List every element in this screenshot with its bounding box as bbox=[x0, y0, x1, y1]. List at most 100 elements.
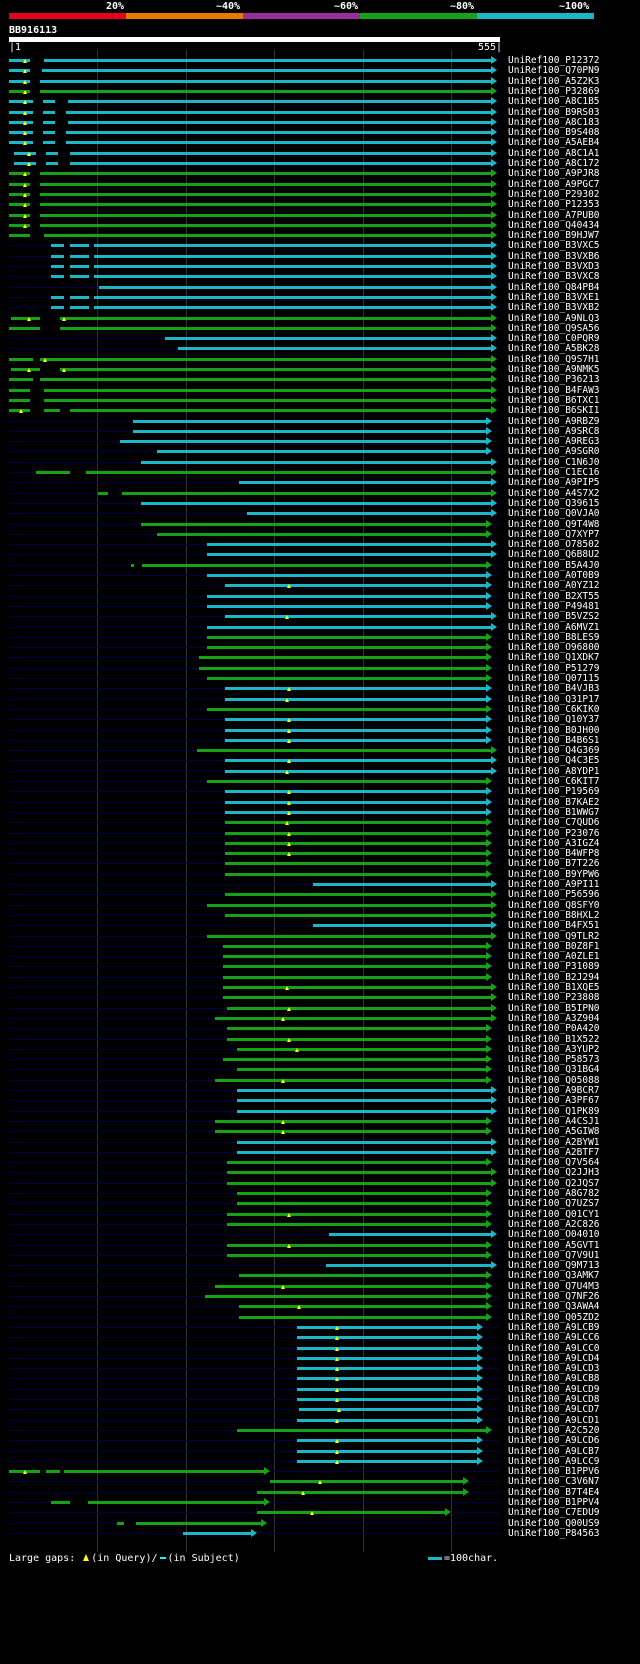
hit-id-link[interactable]: UniRef100_A9LCD9 bbox=[508, 1383, 600, 1395]
hit-row[interactable]: UniRef100_A5GIW8 bbox=[0, 1126, 640, 1137]
hit-id-link[interactable]: UniRef100_A6MVZ1 bbox=[508, 621, 600, 633]
hit-alignment-bar[interactable] bbox=[178, 347, 491, 351]
hit-alignment-bar[interactable] bbox=[297, 1439, 477, 1443]
hit-alignment-bar[interactable] bbox=[225, 687, 486, 691]
hit-row[interactable]: UniRef100_A9PIP5 bbox=[0, 477, 640, 488]
hit-alignment-bar[interactable] bbox=[227, 1181, 491, 1185]
hit-alignment-bar[interactable] bbox=[207, 934, 491, 938]
hit-id-link[interactable]: UniRef100_B3VXB2 bbox=[508, 302, 600, 314]
hit-alignment-bar[interactable] bbox=[227, 1171, 491, 1175]
hit-alignment-bar[interactable] bbox=[313, 883, 491, 886]
hit-alignment-bar[interactable] bbox=[141, 501, 491, 505]
hit-alignment-bar[interactable] bbox=[120, 440, 486, 444]
hit-row[interactable]: UniRef100_C7QUD6 bbox=[0, 817, 640, 828]
hit-id-link[interactable]: UniRef100_A9LCB7 bbox=[508, 1445, 600, 1457]
hit-alignment-bar[interactable] bbox=[239, 1305, 486, 1309]
hit-id-link[interactable]: UniRef100_Q70PN9 bbox=[508, 65, 600, 77]
hit-row[interactable]: UniRef100_A4CSJ1 bbox=[0, 1116, 640, 1127]
hit-alignment-bar[interactable] bbox=[207, 677, 486, 680]
hit-alignment-bar[interactable] bbox=[51, 254, 491, 258]
hit-row[interactable]: UniRef100_A9LCD8 bbox=[0, 1394, 640, 1405]
hit-row[interactable]: UniRef100_Q1XDK7 bbox=[0, 652, 640, 663]
hit-id-link[interactable]: UniRef100_B6SKI1 bbox=[508, 405, 600, 417]
hit-row[interactable]: UniRef100_B3VXE1 bbox=[0, 292, 640, 303]
hit-row[interactable]: UniRef100_Q07115 bbox=[0, 673, 640, 684]
hit-id-link[interactable]: UniRef100_A9REG3 bbox=[508, 436, 600, 448]
hit-alignment-bar[interactable] bbox=[227, 1243, 486, 1247]
hit-row[interactable]: UniRef100_A8G782 bbox=[0, 1188, 640, 1199]
hit-alignment-bar[interactable] bbox=[51, 1501, 264, 1504]
hit-row[interactable]: UniRef100_P58573 bbox=[0, 1054, 640, 1065]
hit-alignment-bar[interactable] bbox=[9, 69, 491, 73]
hit-id-link[interactable]: UniRef100_P49481 bbox=[508, 600, 600, 612]
hit-id-link[interactable]: UniRef100_P0A420 bbox=[508, 1023, 600, 1035]
hit-row[interactable]: UniRef100_A3YUP2 bbox=[0, 1044, 640, 1055]
hit-id-link[interactable]: UniRef100_Q01CY1 bbox=[508, 1208, 600, 1220]
hit-alignment-bar[interactable] bbox=[257, 1511, 445, 1515]
hit-id-link[interactable]: UniRef100_A9BCR7 bbox=[508, 1085, 600, 1096]
hit-row[interactable]: UniRef100_B3VXB2 bbox=[0, 302, 640, 313]
hit-id-link[interactable]: UniRef100_A3Z904 bbox=[508, 1012, 600, 1024]
hit-alignment-bar[interactable] bbox=[225, 738, 486, 742]
hit-alignment-bar[interactable] bbox=[133, 429, 486, 433]
hit-id-link[interactable]: UniRef100_P19569 bbox=[508, 786, 600, 798]
hit-id-link[interactable]: UniRef100_A0ZLE1 bbox=[508, 951, 600, 963]
hit-id-link[interactable]: UniRef100_Q7XYP7 bbox=[508, 528, 600, 540]
hit-id-link[interactable]: UniRef100_Q0VJA0 bbox=[508, 508, 600, 520]
hit-id-link[interactable]: UniRef100_A8C172 bbox=[508, 158, 600, 169]
hit-id-link[interactable]: UniRef100_B4B6S1 bbox=[508, 734, 600, 746]
hit-alignment-bar[interactable] bbox=[247, 512, 491, 516]
hit-alignment-bar[interactable] bbox=[141, 460, 491, 464]
hit-alignment-bar[interactable] bbox=[257, 1490, 463, 1494]
hit-id-link[interactable]: UniRef100_B7KAE2 bbox=[508, 796, 600, 808]
hit-row[interactable]: UniRef100_P29302 bbox=[0, 189, 640, 200]
hit-id-link[interactable]: UniRef100_A9LCB8 bbox=[508, 1373, 600, 1385]
hit-id-link[interactable]: UniRef100_Q9S7H1 bbox=[508, 353, 600, 365]
hit-alignment-bar[interactable] bbox=[237, 1068, 486, 1072]
hit-id-link[interactable]: UniRef100_A9LCD7 bbox=[508, 1404, 600, 1416]
hit-row[interactable]: UniRef100_C7EDU9 bbox=[0, 1507, 640, 1518]
hit-row[interactable]: UniRef100_B1X522 bbox=[0, 1034, 640, 1045]
hit-id-link[interactable]: UniRef100_P56596 bbox=[508, 889, 600, 901]
hit-id-link[interactable]: UniRef100_Q1PK89 bbox=[508, 1105, 600, 1117]
hit-alignment-bar[interactable] bbox=[9, 398, 491, 402]
hit-alignment-bar[interactable] bbox=[117, 1521, 261, 1525]
hit-id-link[interactable]: UniRef100_B4WFP8 bbox=[508, 848, 600, 860]
hit-id-link[interactable]: UniRef100_A5Z2K3 bbox=[508, 75, 600, 87]
hit-id-link[interactable]: UniRef100_A9PIP5 bbox=[508, 477, 600, 489]
hit-alignment-bar[interactable] bbox=[207, 903, 491, 907]
hit-id-link[interactable]: UniRef100_B1X522 bbox=[508, 1033, 600, 1045]
hit-id-link[interactable]: UniRef100_B7T226 bbox=[508, 858, 600, 870]
hit-id-link[interactable]: UniRef100_B1PPV6 bbox=[508, 1466, 600, 1478]
hit-row[interactable]: UniRef100_Q2JJH3 bbox=[0, 1167, 640, 1178]
hit-alignment-bar[interactable] bbox=[329, 1233, 491, 1237]
hit-row[interactable]: UniRef100_A5BK28 bbox=[0, 343, 640, 354]
hit-row[interactable]: UniRef100_A9LCC6 bbox=[0, 1332, 640, 1343]
hit-id-link[interactable]: UniRef100_B5A4J0 bbox=[508, 559, 600, 571]
hit-id-link[interactable]: UniRef100_A5BK28 bbox=[508, 343, 600, 355]
hit-alignment-bar[interactable] bbox=[199, 666, 486, 670]
hit-alignment-bar[interactable] bbox=[199, 656, 486, 660]
hit-id-link[interactable]: UniRef100_C0PQR9 bbox=[508, 333, 600, 345]
hit-id-link[interactable]: UniRef100_P32869 bbox=[508, 85, 600, 97]
hit-row[interactable]: UniRef100_A7PUB0 bbox=[0, 210, 640, 221]
hit-alignment-bar[interactable] bbox=[157, 450, 486, 454]
hit-id-link[interactable]: UniRef100_Q2JQS7 bbox=[508, 1177, 600, 1189]
hit-alignment-bar[interactable] bbox=[51, 275, 491, 279]
hit-row[interactable]: UniRef100_A9LCD4 bbox=[0, 1353, 640, 1364]
hit-row[interactable]: UniRef100_B0JH00 bbox=[0, 725, 640, 736]
hit-row[interactable]: UniRef100_A9LCB9 bbox=[0, 1322, 640, 1333]
hit-alignment-bar[interactable] bbox=[225, 872, 486, 876]
hit-alignment-bar[interactable] bbox=[9, 79, 491, 83]
hit-alignment-bar[interactable] bbox=[297, 1377, 477, 1381]
hit-row[interactable]: UniRef100_A8C183 bbox=[0, 117, 640, 128]
hit-alignment-bar[interactable] bbox=[14, 162, 491, 165]
hit-row[interactable]: UniRef100_O78502 bbox=[0, 539, 640, 550]
hit-alignment-bar[interactable] bbox=[36, 471, 491, 474]
hit-alignment-bar[interactable] bbox=[9, 172, 491, 176]
hit-alignment-bar[interactable] bbox=[225, 852, 486, 856]
hit-alignment-bar[interactable] bbox=[207, 635, 486, 639]
hit-alignment-bar[interactable] bbox=[237, 1150, 491, 1154]
hit-alignment-bar[interactable] bbox=[223, 955, 486, 959]
hit-id-link[interactable]: UniRef100_P84563 bbox=[508, 1527, 600, 1539]
